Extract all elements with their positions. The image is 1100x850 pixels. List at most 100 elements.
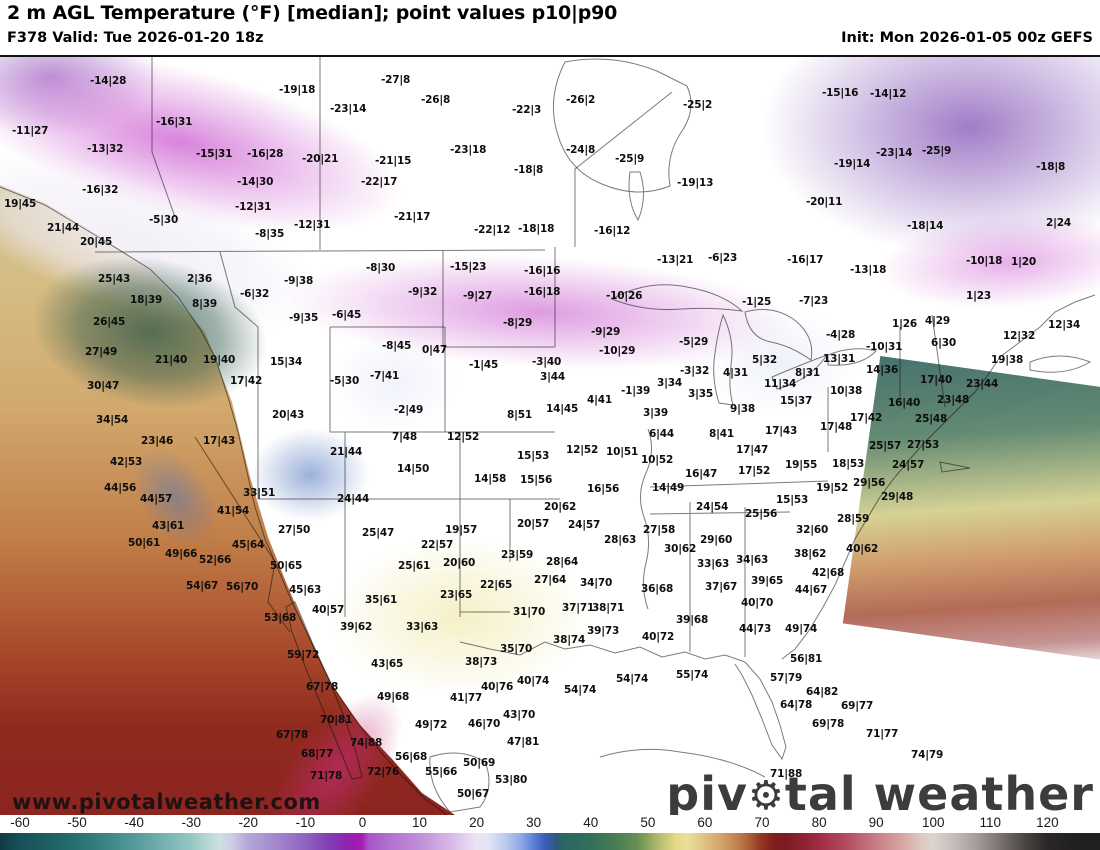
colorbar-tick: -10 [295, 815, 316, 830]
point-value-label: -23|14 [330, 103, 367, 115]
map-canvas[interactable]: -14|28 -11|27 -16|31 -13|32 -15|31 -16|28 -14|… [0, 55, 1100, 817]
point-value-label: 14|50 [397, 463, 430, 475]
point-value-label: 64|78 [780, 699, 813, 711]
point-value-label: -9|38 [284, 275, 314, 287]
point-value-label: 15|34 [270, 356, 303, 368]
point-value-label: 39|68 [676, 614, 709, 626]
point-value-label: 23|65 [440, 589, 473, 601]
point-value-label: -1|39 [621, 385, 651, 397]
point-value-label: 68|77 [301, 748, 334, 760]
point-value-label: -13|21 [657, 254, 694, 266]
point-value-label: -26|2 [566, 94, 596, 106]
colorbar-tick: 30 [526, 815, 542, 830]
point-value-label: -21|17 [394, 211, 431, 223]
point-value-label: 50|61 [128, 537, 161, 549]
point-value-label: 17|43 [203, 435, 236, 447]
colorbar-tick: 10 [412, 815, 428, 830]
point-value-label: 17|40 [920, 374, 953, 386]
point-value-label: 49|74 [785, 623, 818, 635]
point-value-label: 17|43 [765, 425, 798, 437]
point-value-label: -18|8 [514, 164, 544, 176]
point-value-label: 64|82 [806, 686, 839, 698]
point-value-label: -1|45 [469, 359, 499, 371]
point-value-label: 59|72 [287, 649, 320, 661]
point-value-label: 21|40 [155, 354, 188, 366]
point-value-label: 10|52 [641, 454, 674, 466]
point-value-label: 24|57 [568, 519, 601, 531]
point-value-label: 40|74 [517, 675, 550, 687]
point-value-label: 20|43 [272, 409, 305, 421]
point-value-label: 15|56 [520, 474, 553, 486]
point-value-label: 13|31 [823, 353, 856, 365]
point-value-label: 35|70 [500, 643, 533, 655]
point-value-label: 18|39 [130, 294, 163, 306]
point-value-label: 17|42 [230, 375, 263, 387]
point-value-label: -13|32 [87, 143, 124, 155]
colorbar-tick: -50 [67, 815, 87, 830]
colorbar-tick: 20 [469, 815, 485, 830]
point-value-label: 40|76 [481, 681, 514, 693]
point-value-label: 15|53 [776, 494, 809, 506]
point-value-label: -4|28 [826, 329, 856, 341]
point-value-label: 37|67 [705, 581, 738, 593]
point-value-label: -16|28 [247, 148, 284, 160]
point-value-label: -20|21 [302, 153, 339, 165]
point-value-label: 36|68 [641, 583, 674, 595]
point-value-label: -18|18 [518, 223, 555, 235]
point-value-label: 29|60 [700, 534, 733, 546]
brand-text-post: tal weather [784, 767, 1094, 817]
point-value-label: 14|58 [474, 473, 507, 485]
point-value-label: 34|63 [736, 554, 769, 566]
point-value-label: 43|70 [503, 709, 536, 721]
gulf-coastline [459, 641, 746, 663]
point-value-label: -3|40 [532, 356, 562, 368]
point-value-label: 57|79 [770, 672, 803, 684]
point-value-label: 14|36 [866, 364, 899, 376]
colorbar-tick: -40 [124, 815, 144, 830]
point-value-label: 21|44 [47, 222, 80, 234]
point-value-label: -6|23 [708, 252, 738, 264]
point-value-label: 42|53 [110, 456, 143, 468]
point-value-label: 67|78 [306, 681, 339, 693]
point-value-label: -22|12 [474, 224, 511, 236]
point-value-label: 52|66 [199, 554, 232, 566]
point-value-label: 47|81 [507, 736, 540, 748]
point-value-label: 6|30 [931, 337, 956, 349]
point-value-label: -10|31 [866, 341, 903, 353]
point-value-label: 27|64 [534, 574, 567, 586]
temperature-colorbar: -60 -50 -40 -30 -20 -10 0 10 20 30 40 50 60 70 80 90 100… [0, 815, 1100, 850]
point-value-label: 50|65 [270, 560, 303, 572]
valid-time: F378 Valid: Tue 2026-01-20 18z [7, 30, 264, 46]
lake-huron [744, 309, 813, 361]
point-value-label: 56|68 [395, 751, 428, 763]
point-value-label: 19|40 [203, 354, 236, 366]
point-value-label: 44|56 [104, 482, 137, 494]
point-value-label: -19|14 [834, 158, 871, 170]
point-value-label: 8|51 [507, 409, 532, 421]
point-value-label: 28|63 [604, 534, 637, 546]
point-value-label: 26|45 [93, 316, 126, 328]
point-value-label: 12|32 [1003, 330, 1036, 342]
point-value-label: 4|29 [925, 315, 950, 327]
lake-superior [610, 284, 744, 312]
point-value-label: 1|26 [892, 318, 917, 330]
point-value-label: 5|32 [752, 354, 777, 366]
point-value-label: -8|30 [366, 262, 396, 274]
point-value-label: 42|68 [812, 567, 845, 579]
point-value-label: 20|45 [80, 236, 113, 248]
point-value-label: -10|26 [606, 290, 643, 302]
point-value-label: 3|34 [657, 377, 682, 389]
point-value-label: 22|57 [421, 539, 454, 551]
point-value-label: 23|44 [966, 378, 999, 390]
point-value-label: 33|51 [243, 487, 276, 499]
point-value-label: 56|70 [226, 581, 259, 593]
point-value-label: 3|35 [688, 388, 713, 400]
point-value-label: -6|45 [332, 309, 362, 321]
northeast-coastline [939, 294, 1096, 473]
point-value-label: -16|18 [524, 286, 561, 298]
point-value-label: -20|11 [806, 196, 843, 208]
point-value-label: 31|70 [513, 606, 546, 618]
point-value-label: 20|62 [544, 501, 577, 513]
point-value-label: 27|49 [85, 346, 118, 358]
